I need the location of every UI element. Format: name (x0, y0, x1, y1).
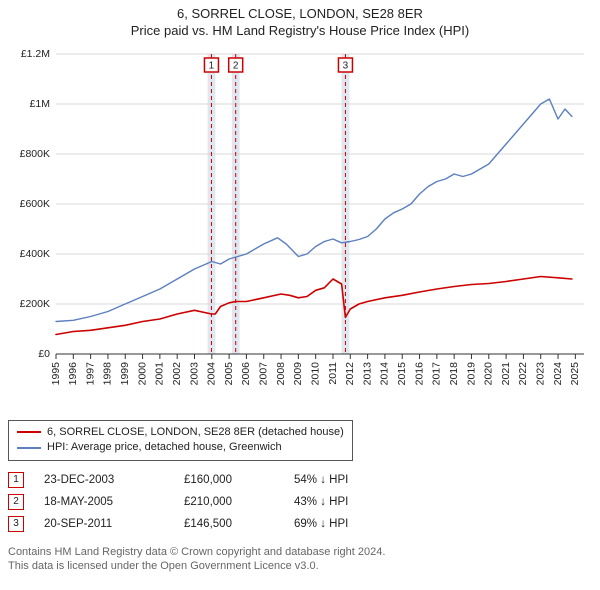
legend-label: 6, SORREL CLOSE, LONDON, SE28 8ER (detac… (47, 425, 344, 440)
y-tick-label: £600K (20, 198, 50, 210)
x-tick-label: 2006 (240, 362, 252, 386)
series-hpi (56, 99, 572, 322)
y-tick-label: £1.2M (21, 48, 50, 60)
x-tick-label: 1996 (67, 362, 79, 386)
y-tick-label: £800K (20, 148, 50, 160)
y-tick-label: £400K (20, 248, 50, 260)
event-row-marker: 1 (8, 472, 24, 488)
event-row-pct: 43% ↓ HPI (294, 496, 348, 508)
y-tick-label: £1M (30, 98, 50, 110)
x-tick-label: 1998 (102, 362, 114, 386)
x-tick-label: 1999 (119, 362, 131, 386)
x-tick-label: 2018 (448, 362, 460, 386)
series-price_paid (56, 276, 572, 334)
x-tick-label: 2025 (569, 362, 581, 386)
x-tick-label: 2002 (171, 362, 183, 386)
x-tick-label: 2007 (258, 362, 270, 386)
y-tick-label: £200K (20, 298, 50, 310)
footer-line1: Contains HM Land Registry data © Crown c… (8, 545, 592, 560)
x-tick-label: 2016 (413, 362, 425, 386)
chart-title: 6, SORREL CLOSE, LONDON, SE28 8ER (8, 6, 592, 23)
event-row-date: 20-SEP-2011 (44, 518, 164, 530)
x-tick-label: 2010 (309, 362, 321, 386)
events-table: 1 23-DEC-2003 £160,000 54% ↓ HPI 2 18-MAY-200… (8, 469, 592, 535)
y-tick-label: £0 (38, 348, 50, 360)
x-tick-label: 2013 (361, 362, 373, 386)
x-tick-label: 2001 (154, 362, 166, 386)
x-tick-label: 2005 (223, 362, 235, 386)
x-tick-label: 2022 (517, 362, 529, 386)
x-tick-label: 2004 (206, 362, 218, 386)
event-row-price: £210,000 (184, 496, 274, 508)
x-tick-label: 2015 (396, 362, 408, 386)
x-tick-label: 2024 (552, 362, 564, 386)
x-tick-label: 2003 (188, 362, 200, 386)
x-tick-label: 2019 (465, 362, 477, 386)
event-row-date: 23-DEC-2003 (44, 474, 164, 486)
legend-row: HPI: Average price, detached house, Gree… (17, 440, 344, 455)
footer-line2: This data is licensed under the Open Gov… (8, 559, 592, 574)
event-marker-label: 1 (209, 60, 215, 71)
x-tick-label: 2008 (275, 362, 287, 386)
x-tick-label: 2017 (431, 362, 443, 386)
event-marker-label: 3 (343, 60, 349, 71)
x-tick-label: 1995 (50, 362, 62, 386)
footer-attribution: Contains HM Land Registry data © Crown c… (8, 545, 592, 575)
chart-svg: £0 £200K £400K £600K £800K £1M £1.2M 1995 1996 19… (8, 44, 592, 414)
event-row-marker: 2 (8, 494, 24, 510)
x-tick-label: 2009 (292, 362, 304, 386)
event-row: 3 20-SEP-2011 £146,500 69% ↓ HPI (8, 513, 592, 535)
x-tick-label: 2020 (483, 362, 495, 386)
x-tick-label: 2023 (535, 362, 547, 386)
event-row-date: 18-MAY-2005 (44, 496, 164, 508)
x-tick-label: 2014 (379, 362, 391, 386)
x-tick-label: 2021 (500, 362, 512, 386)
legend-swatch (17, 431, 41, 433)
legend: 6, SORREL CLOSE, LONDON, SE28 8ER (detac… (8, 420, 353, 461)
chart-area: £0 £200K £400K £600K £800K £1M £1.2M 1995 1996 19… (8, 44, 592, 414)
x-tick-label: 2012 (344, 362, 356, 386)
legend-row: 6, SORREL CLOSE, LONDON, SE28 8ER (detac… (17, 425, 344, 440)
event-row-pct: 54% ↓ HPI (294, 474, 348, 486)
event-row-pct: 69% ↓ HPI (294, 518, 348, 530)
legend-swatch (17, 447, 41, 449)
chart-subtitle: Price paid vs. HM Land Registry's House … (8, 23, 592, 40)
legend-label: HPI: Average price, detached house, Gree… (47, 440, 282, 455)
event-row-price: £160,000 (184, 474, 274, 486)
event-row: 1 23-DEC-2003 £160,000 54% ↓ HPI (8, 469, 592, 491)
event-marker-label: 2 (233, 60, 239, 71)
event-row: 2 18-MAY-2005 £210,000 43% ↓ HPI (8, 491, 592, 513)
x-tick-label: 2011 (327, 362, 339, 385)
event-row-price: £146,500 (184, 518, 274, 530)
x-tick-label: 2000 (136, 362, 148, 386)
x-tick-label: 1997 (84, 362, 96, 386)
event-row-marker: 3 (8, 516, 24, 532)
